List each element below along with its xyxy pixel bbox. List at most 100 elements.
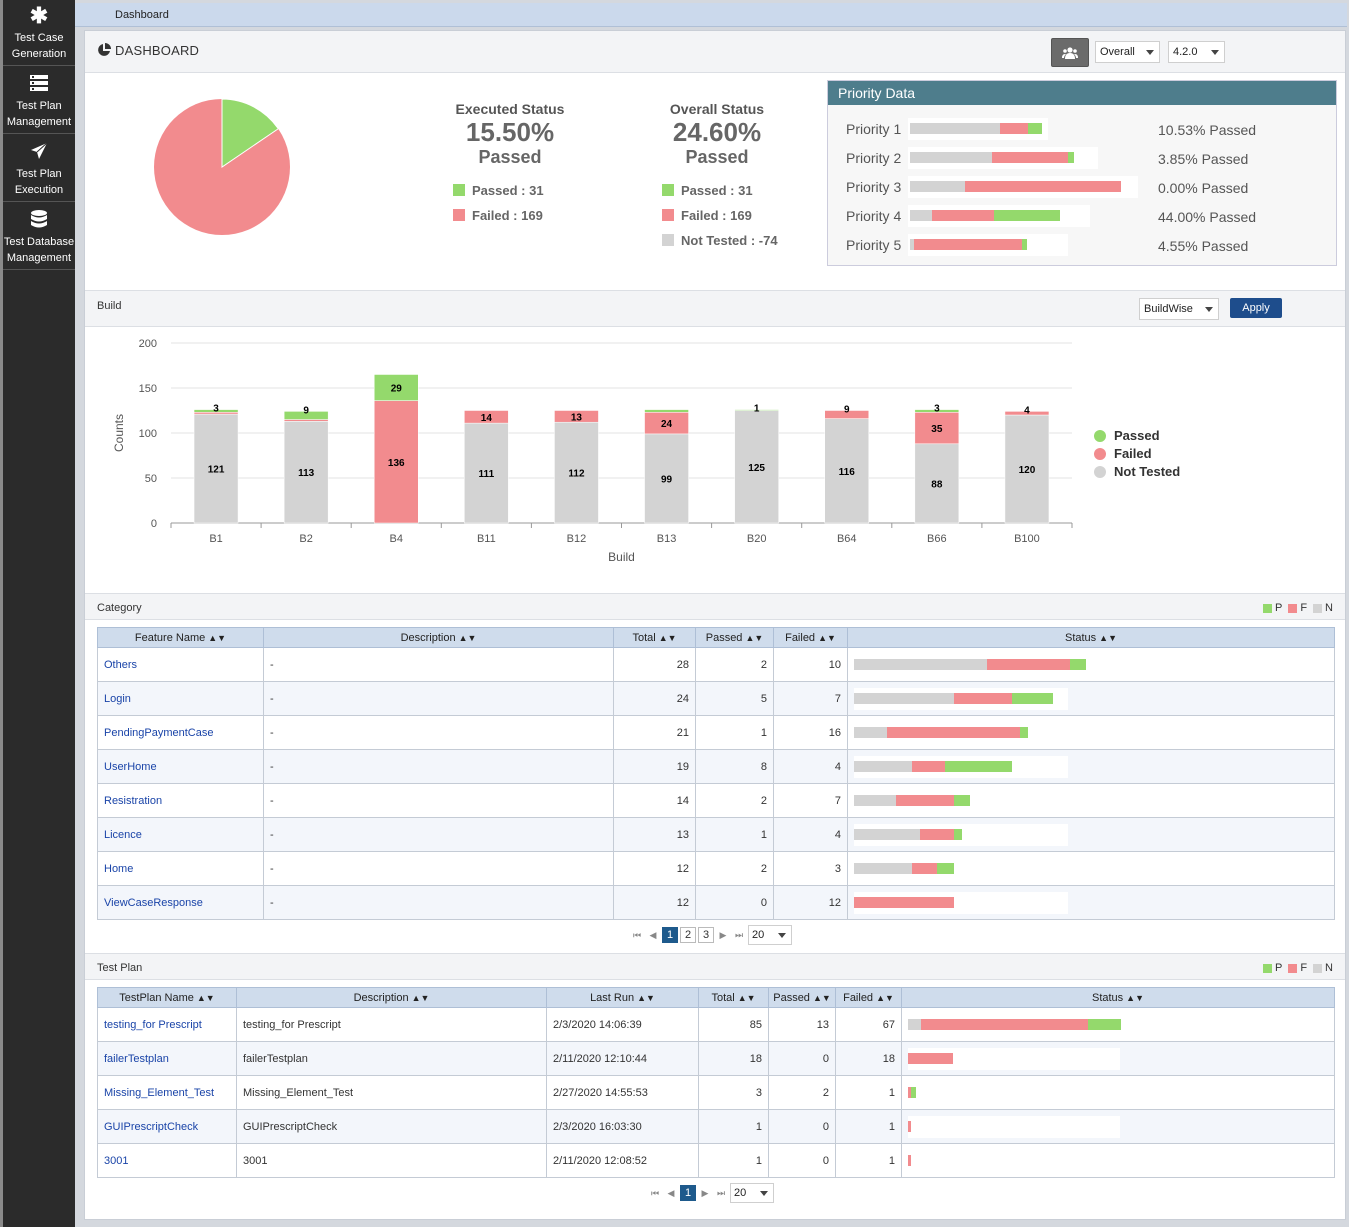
bar-segment-failed[interactable] [464,410,509,424]
testplan-name-link[interactable]: 3001 [97,1143,237,1178]
feature-name-link[interactable]: ViewCaseResponse [97,885,264,920]
first-page-icon[interactable]: ⏮ [650,1187,660,1198]
page-size-select[interactable]: 20 [730,1183,774,1203]
table-row[interactable]: testing_for Prescript testing_for Prescri… [97,1007,1335,1042]
page-1[interactable]: 1 [662,927,678,943]
priority-label: Priority 4 [846,208,902,224]
bar-segment-passed[interactable] [644,409,689,413]
page-1[interactable]: 1 [680,1185,696,1201]
table-row[interactable]: Missing_Element_Test Missing_Element_Test… [97,1075,1335,1110]
table-row[interactable]: PendingPaymentCase -21 1 16 [97,715,1335,750]
next-page-icon[interactable]: ▶ [719,929,727,940]
feature-name-link[interactable]: PendingPaymentCase [97,715,264,750]
breadcrumb-item[interactable]: Dashboard [115,9,169,21]
testplan-name-link[interactable]: Missing_Element_Test [97,1075,237,1110]
priority-status-bar [908,176,1138,198]
sidebar-item-test-plan-execution[interactable]: Test Plan Execution [3,134,75,202]
bar-segment-not-tested[interactable] [734,410,779,524]
table-row[interactable]: Home -12 2 3 [97,851,1335,886]
table-row[interactable]: UserHome -19 8 4 [97,749,1335,784]
last-page-icon[interactable]: ⏭ [734,929,744,940]
testplan-name-link[interactable]: GUIPrescriptCheck [97,1109,237,1144]
feature-name-link[interactable]: Login [97,681,264,716]
status-bar-segment [1020,726,1029,738]
bar-segment-passed[interactable] [193,409,239,413]
table-row[interactable]: 3001 3001 2/11/2020 12:08:52 1 0 1 [97,1143,1335,1178]
col-description[interactable]: Description ▲▼ [263,627,614,648]
col-last-run[interactable]: Last Run ▲▼ [546,987,699,1008]
col-testplan-name[interactable]: TestPlan Name ▲▼ [97,987,237,1008]
col-label: Feature Name [134,631,206,644]
bar-segment-passed[interactable] [734,409,779,411]
sidebar-item-test-database-management[interactable]: Test Database Management [3,202,75,270]
page-2[interactable]: 2 [680,927,696,943]
bar-segment-failed[interactable] [914,412,960,445]
table-row[interactable]: ViewCaseResponse -12 0 12 [97,885,1335,920]
bar-segment-not-tested[interactable] [283,421,329,524]
last-page-icon[interactable]: ⏭ [716,1187,726,1198]
first-page-icon[interactable]: ⏮ [632,929,642,940]
apply-button[interactable]: Apply [1230,298,1282,318]
page-size-select[interactable]: 20 [748,925,792,945]
bar-segment-not-tested[interactable] [644,433,689,524]
bar-segment-not-tested[interactable] [824,418,869,524]
col-total[interactable]: Total ▲▼ [698,987,769,1008]
col-status[interactable]: Status ▲▼ [901,987,1335,1008]
table-row[interactable]: Others -28 2 10 [97,647,1335,682]
bar-segment-not-tested[interactable] [554,421,599,524]
scope-select[interactable]: Overall [1095,41,1160,63]
page-size-value: 20 [734,1187,747,1199]
table-row[interactable]: Resistration -14 2 7 [97,783,1335,818]
feature-name-link[interactable]: Resistration [97,783,264,818]
bar-segment-not-tested[interactable] [464,422,509,524]
legend-marker [1094,448,1106,460]
prev-page-icon[interactable]: ◀ [649,929,657,940]
priority-label: Priority 2 [846,150,902,166]
page-3[interactable]: 3 [698,927,714,943]
testplan-name-link[interactable]: failerTestplan [97,1041,237,1076]
legend-label[interactable]: Failed [1114,446,1152,461]
bar-segment-failed[interactable] [374,400,419,524]
bar-segment-not-tested[interactable] [914,443,960,524]
testplan-name-link[interactable]: testing_for Prescript [97,1007,237,1042]
y-tick-label: 150 [139,383,157,395]
table-row[interactable]: Licence -13 1 4 [97,817,1335,852]
feature-name-link[interactable]: Home [97,851,264,886]
bar-segment-passed[interactable] [914,409,960,413]
col-failed[interactable]: Failed ▲▼ [835,987,902,1008]
bar-segment-failed[interactable] [283,419,329,422]
sidebar-item-test-plan-management[interactable]: Test Plan Management [3,66,75,134]
col-total[interactable]: Total ▲▼ [613,627,696,648]
legend-label[interactable]: Passed [1114,428,1160,443]
col-status[interactable]: Status ▲▼ [847,627,1335,648]
legend-label[interactable]: Not Tested [1114,464,1180,479]
bar-segment-failed[interactable] [824,410,869,419]
col-passed[interactable]: Passed ▲▼ [768,987,836,1008]
col-feature-name[interactable]: Feature Name ▲▼ [97,627,264,648]
table-row[interactable]: GUIPrescriptCheck GUIPrescriptCheck 2/3/20… [97,1109,1335,1144]
col-failed[interactable]: Failed ▲▼ [773,627,848,648]
sidebar-item-test-case-generation[interactable]: ✱ Test Case Generation [3,0,75,66]
bar-segment-failed[interactable] [554,410,599,423]
bar-segment-not-tested[interactable] [193,413,239,524]
table-row[interactable]: Login -24 5 7 [97,681,1335,716]
table-row[interactable]: failerTestplan failerTestplan 2/11/2020 12… [97,1041,1335,1076]
users-button[interactable] [1051,38,1089,67]
feature-name-link[interactable]: Others [97,647,264,682]
version-select[interactable]: 4.2.0 [1168,41,1225,63]
sidebar-item-label: Test Plan [16,168,62,180]
build-mode-select[interactable]: BuildWise [1139,298,1219,320]
bar-segment-passed[interactable] [374,374,419,401]
prev-page-icon[interactable]: ◀ [667,1187,675,1198]
bar-segment-passed[interactable] [283,411,329,420]
feature-name-link[interactable]: Licence [97,817,264,852]
executed-status-title: Executed Status [455,101,565,117]
page-title: DASHBOARD [115,43,200,58]
col-passed[interactable]: Passed ▲▼ [695,627,774,648]
col-description[interactable]: Description ▲▼ [236,987,547,1008]
bar-segment-failed[interactable] [1004,411,1050,416]
next-page-icon[interactable]: ▶ [701,1187,709,1198]
feature-name-link[interactable]: UserHome [97,749,264,784]
bar-segment-not-tested[interactable] [1004,414,1050,524]
pie-chart-icon [98,43,111,56]
